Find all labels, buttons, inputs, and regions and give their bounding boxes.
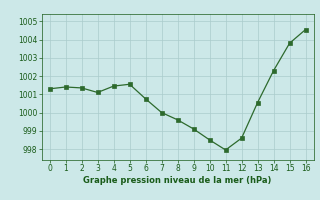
X-axis label: Graphe pression niveau de la mer (hPa): Graphe pression niveau de la mer (hPa)	[84, 176, 272, 185]
